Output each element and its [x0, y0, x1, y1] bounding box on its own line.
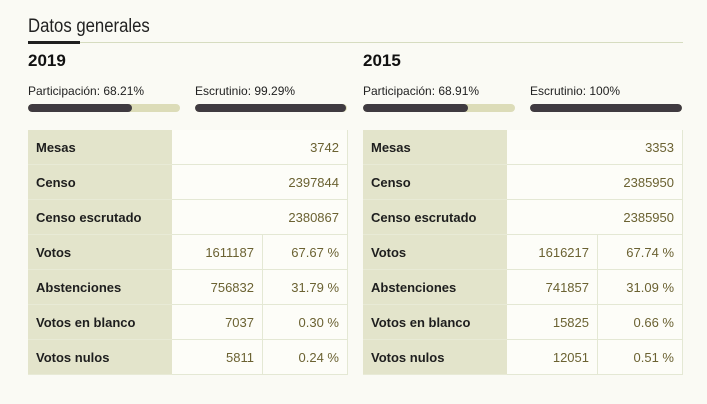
row-percent: 31.79 %	[262, 269, 348, 305]
row-label: Censo	[363, 164, 507, 200]
scrutiny-track	[195, 104, 347, 112]
row-label: Mesas	[28, 130, 172, 165]
progress-bars: Participación: 68.91% Escrutinio: 100%	[363, 83, 683, 123]
table-row: Mesas 3353	[363, 130, 683, 165]
panel-2019: 2019 Participación: 68.21% Escrutinio: 9…	[28, 50, 348, 375]
participation-track	[28, 104, 180, 112]
scrutiny-label: Escrutinio: 99.29%	[195, 84, 296, 98]
section-header: Datos generales	[28, 14, 683, 44]
row-label: Votos en blanco	[28, 304, 172, 340]
table-row: Abstenciones 741857 31.09 %	[363, 269, 683, 305]
row-value: 5811	[172, 339, 263, 375]
panel-2015: 2015 Participación: 68.91% Escrutinio: 1…	[363, 50, 683, 375]
table-row: Censo 2397844	[28, 164, 348, 200]
row-value: 756832	[172, 269, 263, 305]
year-label: 2019	[28, 51, 66, 70]
year-label: 2015	[363, 51, 401, 70]
participation-fill	[28, 104, 132, 112]
results-table: Mesas 3353 Censo 2385950 Censo escrutado…	[363, 130, 683, 375]
row-label: Censo escrutado	[28, 199, 172, 235]
results-table: Mesas 3742 Censo 2397844 Censo escrutado…	[28, 130, 348, 375]
row-value: 7037	[172, 304, 263, 340]
row-value: 2385950	[507, 164, 683, 200]
table-row: Votos 1611187 67.67 %	[28, 234, 348, 270]
row-label: Abstenciones	[363, 269, 507, 305]
scrutiny-label: Escrutinio: 100%	[530, 84, 621, 98]
row-value: 1611187	[172, 234, 263, 270]
title-underline	[28, 41, 80, 44]
scrutiny-block: Escrutinio: 100%	[530, 83, 682, 112]
row-value: 12051	[507, 339, 598, 375]
participation-block: Participación: 68.21%	[28, 83, 180, 112]
scrutiny-track	[530, 104, 682, 112]
row-value: 3353	[507, 130, 683, 165]
participation-fill	[363, 104, 468, 112]
row-value: 1616217	[507, 234, 598, 270]
row-label: Votos nulos	[28, 339, 172, 375]
table-row: Censo escrutado 2380867	[28, 199, 348, 235]
row-label: Abstenciones	[28, 269, 172, 305]
row-percent: 0.24 %	[262, 339, 348, 375]
row-percent: 67.67 %	[262, 234, 348, 270]
row-value: 741857	[507, 269, 598, 305]
scrutiny-fill	[530, 104, 682, 112]
table-row: Votos en blanco 15825 0.66 %	[363, 304, 683, 340]
row-value: 2397844	[172, 164, 348, 200]
row-percent: 67.74 %	[597, 234, 683, 270]
scrutiny-block: Escrutinio: 99.29%	[195, 83, 347, 112]
table-row: Votos 1616217 67.74 %	[363, 234, 683, 270]
table-row: Votos nulos 12051 0.51 %	[363, 339, 683, 375]
participation-label: Participación: 68.91%	[363, 84, 480, 98]
row-percent: 31.09 %	[597, 269, 683, 305]
row-label: Votos	[28, 234, 172, 270]
table-row: Votos en blanco 7037 0.30 %	[28, 304, 348, 340]
scrutiny-fill	[195, 104, 346, 112]
participation-track	[363, 104, 515, 112]
participation-label: Participación: 68.21%	[28, 84, 145, 98]
row-value: 3742	[172, 130, 348, 165]
table-row: Votos nulos 5811 0.24 %	[28, 339, 348, 375]
row-percent: 0.66 %	[597, 304, 683, 340]
participation-block: Participación: 68.91%	[363, 83, 515, 112]
row-label: Mesas	[363, 130, 507, 165]
row-value: 15825	[507, 304, 598, 340]
row-percent: 0.30 %	[262, 304, 348, 340]
row-label: Censo escrutado	[363, 199, 507, 235]
progress-bars: Participación: 68.21% Escrutinio: 99.29%	[28, 83, 348, 123]
page-title: Datos generales	[28, 16, 150, 37]
row-value: 2385950	[507, 199, 683, 235]
table-row: Mesas 3742	[28, 130, 348, 165]
row-label: Votos en blanco	[363, 304, 507, 340]
table-row: Abstenciones 756832 31.79 %	[28, 269, 348, 305]
table-row: Censo 2385950	[363, 164, 683, 200]
table-row: Censo escrutado 2385950	[363, 199, 683, 235]
row-label: Votos nulos	[363, 339, 507, 375]
row-percent: 0.51 %	[597, 339, 683, 375]
row-label: Votos	[363, 234, 507, 270]
row-label: Censo	[28, 164, 172, 200]
row-value: 2380867	[172, 199, 348, 235]
